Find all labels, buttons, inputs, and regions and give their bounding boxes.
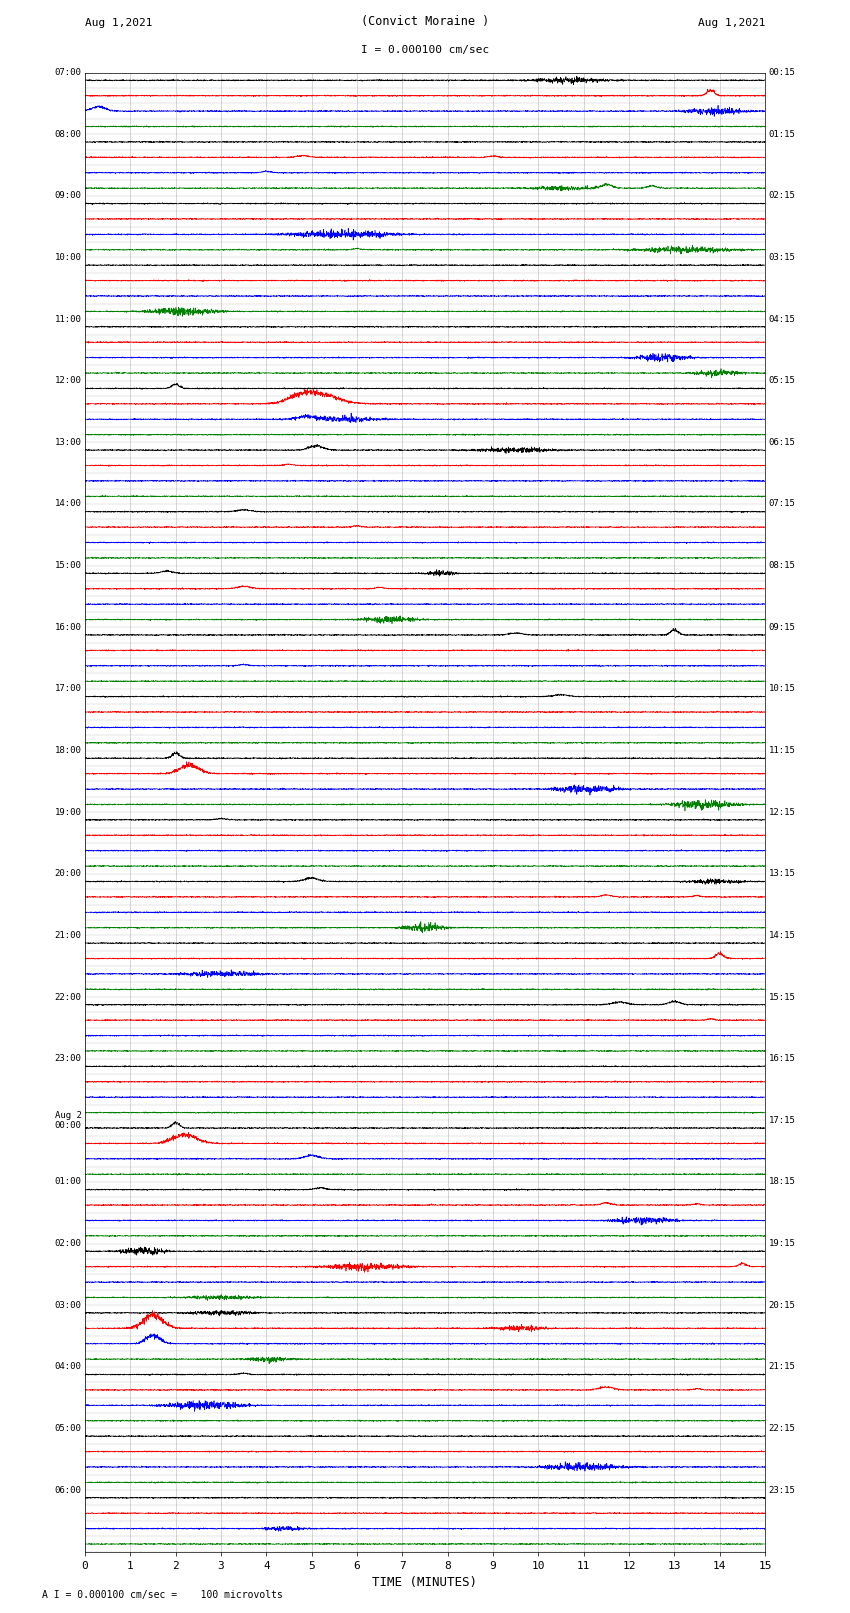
Text: 07:15: 07:15: [768, 500, 796, 508]
Text: 21:00: 21:00: [54, 931, 82, 940]
Text: 22:00: 22:00: [54, 992, 82, 1002]
Text: 19:15: 19:15: [768, 1239, 796, 1248]
Text: 04:15: 04:15: [768, 315, 796, 324]
Text: 18:00: 18:00: [54, 747, 82, 755]
Text: 06:15: 06:15: [768, 437, 796, 447]
Text: (Convict Moraine ): (Convict Moraine ): [361, 15, 489, 27]
Text: 05:00: 05:00: [54, 1424, 82, 1432]
Text: I = 0.000100 cm/sec: I = 0.000100 cm/sec: [361, 45, 489, 55]
Text: 08:15: 08:15: [768, 561, 796, 569]
Text: 14:00: 14:00: [54, 500, 82, 508]
Text: 00:15: 00:15: [768, 68, 796, 77]
Text: 23:15: 23:15: [768, 1486, 796, 1495]
Text: 03:00: 03:00: [54, 1300, 82, 1310]
Text: A I = 0.000100 cm/sec =    100 microvolts: A I = 0.000100 cm/sec = 100 microvolts: [42, 1590, 283, 1600]
Text: 09:00: 09:00: [54, 192, 82, 200]
Text: 19:00: 19:00: [54, 808, 82, 816]
Text: 02:15: 02:15: [768, 192, 796, 200]
Text: 15:00: 15:00: [54, 561, 82, 569]
Text: 10:00: 10:00: [54, 253, 82, 261]
Text: 11:15: 11:15: [768, 747, 796, 755]
Text: 12:00: 12:00: [54, 376, 82, 386]
Text: 13:15: 13:15: [768, 869, 796, 877]
Text: 11:00: 11:00: [54, 315, 82, 324]
Text: 21:15: 21:15: [768, 1363, 796, 1371]
Text: 09:15: 09:15: [768, 623, 796, 632]
Text: 03:15: 03:15: [768, 253, 796, 261]
Text: 10:15: 10:15: [768, 684, 796, 694]
Text: 08:00: 08:00: [54, 129, 82, 139]
Text: 20:00: 20:00: [54, 869, 82, 877]
Text: 18:15: 18:15: [768, 1177, 796, 1187]
Text: 16:00: 16:00: [54, 623, 82, 632]
Text: 23:00: 23:00: [54, 1055, 82, 1063]
Text: 14:15: 14:15: [768, 931, 796, 940]
Text: 17:00: 17:00: [54, 684, 82, 694]
Text: 07:00: 07:00: [54, 68, 82, 77]
Text: Aug 1,2021: Aug 1,2021: [698, 18, 765, 27]
Text: 01:00: 01:00: [54, 1177, 82, 1187]
Text: Aug 2
00:00: Aug 2 00:00: [54, 1111, 82, 1131]
Text: 15:15: 15:15: [768, 992, 796, 1002]
Text: 02:00: 02:00: [54, 1239, 82, 1248]
Text: Aug 1,2021: Aug 1,2021: [85, 18, 152, 27]
X-axis label: TIME (MINUTES): TIME (MINUTES): [372, 1576, 478, 1589]
Text: 04:00: 04:00: [54, 1363, 82, 1371]
Text: 22:15: 22:15: [768, 1424, 796, 1432]
Text: 17:15: 17:15: [768, 1116, 796, 1124]
Text: 05:15: 05:15: [768, 376, 796, 386]
Text: 06:00: 06:00: [54, 1486, 82, 1495]
Text: 13:00: 13:00: [54, 437, 82, 447]
Text: 12:15: 12:15: [768, 808, 796, 816]
Text: 16:15: 16:15: [768, 1055, 796, 1063]
Text: 01:15: 01:15: [768, 129, 796, 139]
Text: 20:15: 20:15: [768, 1300, 796, 1310]
